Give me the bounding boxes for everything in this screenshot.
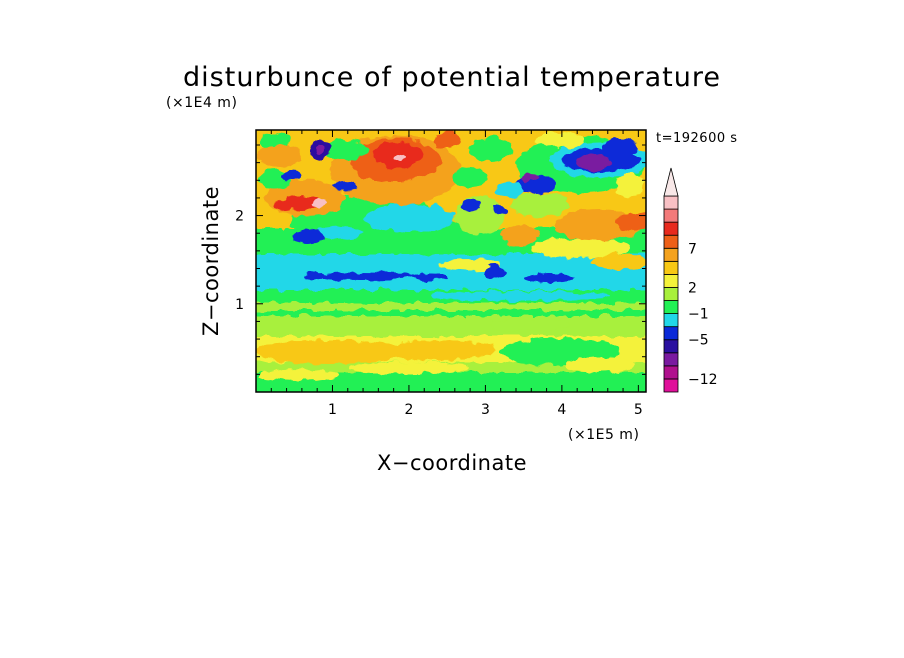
colorbar-swatch (663, 378, 679, 393)
x-tick-label: 1 (328, 402, 337, 418)
x-tick-label: 5 (634, 402, 643, 418)
colorbar-swatch (663, 339, 679, 354)
chart-title: disturbunce of potential temperature (183, 62, 721, 93)
colorbar-swatch (663, 352, 679, 367)
colorbar-tick-label: −1 (688, 307, 709, 323)
x-tick-label: 3 (481, 402, 490, 418)
colorbar-tick-label: 2 (688, 280, 697, 296)
axis-ticks (256, 130, 646, 392)
x-axis-unit: (×1E5 m) (568, 427, 639, 443)
time-stamp: t=192600 s (656, 131, 738, 146)
colorbar-tick-label: −5 (688, 333, 709, 349)
colorbar-swatch (663, 326, 679, 341)
colorbar-swatch (663, 234, 679, 249)
colorbar-swatch (663, 195, 679, 210)
colorbar-swatch (663, 247, 679, 262)
y-axis-label: Z−coordinate (199, 186, 223, 336)
contour-field (256, 130, 646, 392)
y-tick-labels: 12 (235, 209, 244, 313)
colorbar-swatch (663, 273, 679, 288)
colorbar-swatch (663, 300, 679, 314)
colorbar-tick-labels: 7 2 −1 −5 −12 (688, 241, 718, 388)
y-axis-unit: (×1E4 m) (166, 95, 237, 111)
x-axis-label: X−coordinate (377, 451, 527, 475)
x-tick-label: 2 (404, 402, 413, 418)
plot-frame (255, 129, 647, 393)
colorbar-over-triangle (663, 167, 679, 197)
x-tick-labels: 1 2 3 4 5 (328, 402, 643, 418)
x-tick-label: 4 (557, 402, 566, 418)
y-tick-label: 2 (235, 209, 244, 225)
colorbar-swatch (663, 208, 679, 223)
colorbar-swatch (663, 313, 679, 328)
colorbar-tick-label: 7 (688, 241, 697, 257)
colorbar-swatch (663, 221, 679, 236)
colorbar-swatch (663, 260, 679, 275)
colorbar-swatch (663, 365, 679, 380)
colorbar (663, 167, 679, 393)
y-tick-label: 1 (235, 297, 244, 313)
colorbar-tick-label: −12 (688, 372, 718, 388)
colorbar-swatch (663, 287, 679, 301)
